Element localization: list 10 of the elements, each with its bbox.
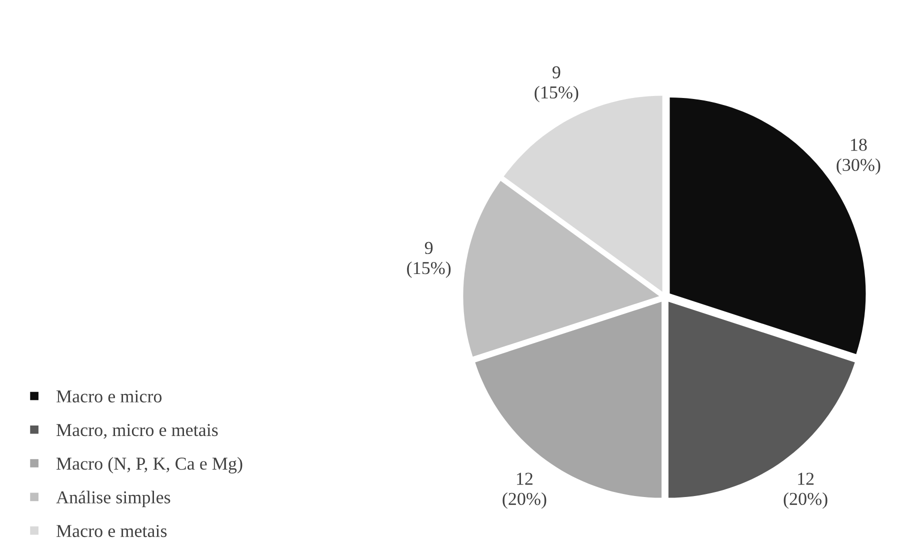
data-label: 12 (20%) (502, 472, 546, 509)
data-label: 18 (30%) (836, 138, 880, 175)
legend-label: Macro e metais (56, 524, 167, 538)
data-label: 12 (20%) (784, 472, 828, 509)
data-label: 9 (15%) (407, 242, 451, 278)
legend-label: Macro, micro e metais (56, 424, 218, 439)
data-label: 9 (15%) (534, 66, 578, 102)
legend-label: Macro e micro (56, 390, 162, 402)
legend-label: Análise simples (56, 490, 170, 508)
legend-label: Macro (N, P, K, Ca e Mg) (56, 457, 242, 474)
